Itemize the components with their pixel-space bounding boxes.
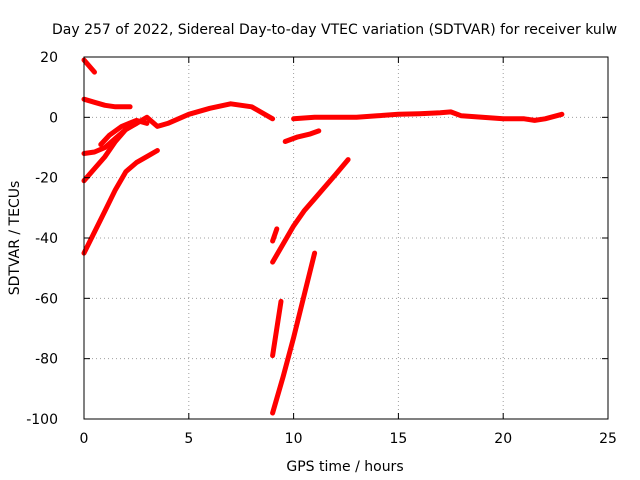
series-arc-7: [270, 226, 280, 244]
series-arc-9: [270, 298, 284, 359]
series-arc-8: [270, 157, 351, 265]
y-tick-label: -100: [26, 412, 58, 428]
y-axis-title: SDTVAR / TECUs: [7, 181, 23, 296]
series-arc-6: [81, 148, 160, 256]
x-tick-label: 15: [389, 431, 407, 447]
series-arc-3: [81, 101, 276, 184]
series-arc-12: [291, 109, 565, 123]
y-tick-label: -80: [35, 352, 58, 368]
y-tick-label: -60: [35, 291, 58, 307]
x-tick-label: 10: [285, 431, 303, 447]
series-arc-4: [81, 120, 139, 156]
series-arc-2: [81, 96, 133, 110]
chart-title: Day 257 of 2022, Sidereal Day-to-day VTE…: [52, 22, 617, 38]
x-axis-title: GPS time / hours: [286, 459, 403, 475]
y-tick-label: 0: [49, 110, 58, 126]
y-tick-label: -40: [35, 231, 58, 247]
plot-frame: [83, 56, 609, 420]
x-tick-label: 20: [494, 431, 512, 447]
x-tick-label: 25: [599, 431, 617, 447]
x-tick-label: 0: [80, 431, 89, 447]
x-tick-label: 5: [184, 431, 193, 447]
axis-ticks: 0 5 10 15 20 25 -100 -80 -60 -40 -20 0 20: [26, 50, 617, 447]
series-arc-5: [98, 117, 150, 147]
y-tick-label: -20: [35, 171, 58, 187]
series-arc-11: [282, 128, 322, 144]
y-tick-label: 20: [40, 50, 58, 66]
series-arc-1: [81, 57, 97, 75]
grid: [84, 57, 608, 419]
series-arc-10: [270, 250, 318, 416]
series-layer: [81, 57, 565, 416]
